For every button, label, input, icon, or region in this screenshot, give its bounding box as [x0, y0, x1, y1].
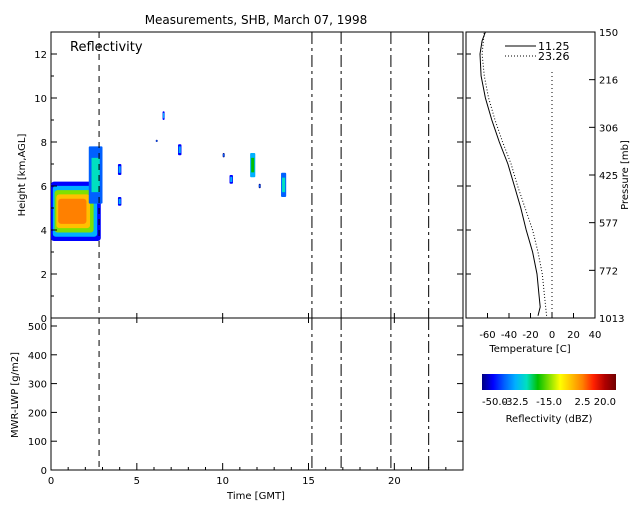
- colorbar-label: Reflectivity (dBZ): [506, 414, 593, 425]
- colorbar-tick-label: 20.0: [594, 397, 616, 408]
- reflectivity-y-axis-label: Height [km,AGL]: [17, 134, 28, 217]
- reflectivity-echo-center: [251, 157, 255, 173]
- lwp-tick-label: 0: [41, 466, 47, 477]
- reflectivity-echo-center: [118, 198, 121, 205]
- reflectivity-echo-center: [178, 146, 181, 153]
- reflectivity-echo-core: [58, 198, 87, 224]
- reflectivity-echo-center: [91, 157, 100, 193]
- reflectivity-echo-center: [118, 166, 121, 173]
- reflectivity-echo-center: [223, 153, 225, 157]
- height-tick-label: 2: [41, 270, 47, 281]
- reflectivity-panel: Reflectivity 0 2 4 6 8 10 12 Height [km,AGL]: [17, 31, 464, 325]
- time-tick-label: 0: [48, 476, 54, 487]
- chart-title: Measurements, SHB, March 07, 1998: [145, 13, 368, 27]
- colorbar-tick-label: 2.5: [575, 397, 591, 408]
- temperature-x-ticks: -60 -40 -20 0 20 40: [479, 313, 601, 341]
- height-tick-label: 4: [41, 226, 47, 237]
- reflectivity-echo-center: [162, 112, 165, 119]
- height-tick-label: 10: [34, 94, 47, 105]
- temperature-plot-frame: [465, 31, 596, 319]
- pressure-tick-label: 306: [599, 123, 618, 134]
- colorbar-ticks: -50.0-32.5 -15.0 2.5 20.0: [482, 397, 616, 408]
- height-tick-label: 8: [41, 138, 47, 149]
- time-tick-label: 5: [134, 476, 140, 487]
- height-tick-label: 12: [34, 50, 47, 61]
- reflectivity-echoes: [51, 111, 287, 241]
- temperature-profile-line: [481, 31, 548, 316]
- lwp-tick-label: 300: [28, 380, 47, 391]
- lwp-tick-label: 200: [28, 408, 47, 419]
- time-tick-label: 10: [216, 476, 229, 487]
- time-x-axis-label: Time [GMT]: [226, 491, 285, 502]
- colorbar-tick-label: -15.0: [536, 397, 562, 408]
- lwp-y-ticks: 0 100 200 300 400 500: [28, 322, 463, 477]
- temperature-tick-label: -60: [479, 330, 495, 341]
- pressure-tick-label: 772: [599, 266, 618, 277]
- time-x-ticks: 0 5 10 15 20: [48, 313, 447, 487]
- temperature-profile-line: [479, 31, 541, 316]
- lwp-tick-label: 100: [28, 437, 47, 448]
- temperature-tick-label: 40: [589, 330, 602, 341]
- temperature-tick-label: -40: [501, 330, 517, 341]
- reflectivity-echo-center: [230, 176, 233, 183]
- legend-label: 11.25: [538, 40, 570, 53]
- time-tick-label: 20: [388, 476, 401, 487]
- reflectivity-time-markers: [98, 32, 430, 318]
- lwp-time-markers: [98, 318, 430, 470]
- reflectivity-echo-center: [156, 140, 158, 142]
- pressure-tick-label: 577: [599, 219, 618, 230]
- lwp-y-axis-label: MWR-LWP [g/m2]: [10, 352, 21, 438]
- reflectivity-echo-center: [259, 184, 261, 188]
- pressure-tick-label: 216: [599, 76, 618, 87]
- reflectivity-echo-center: [282, 177, 286, 193]
- temperature-tick-label: 0: [549, 330, 555, 341]
- pressure-ticks: 150 216 306 425 577 772 1013: [466, 28, 624, 325]
- lwp-panel: 0 100 200 300 400 500 0 5 10 15 20 MWR-LWP [g/m2]…: [10, 313, 464, 502]
- temperature-series: [479, 31, 553, 318]
- temperature-tick-label: -20: [522, 330, 538, 341]
- height-tick-label: 6: [41, 182, 47, 193]
- reflectivity-plot-frame: [50, 31, 464, 319]
- time-tick-label: 15: [302, 476, 315, 487]
- reflectivity-inset-label: Reflectivity: [70, 40, 143, 55]
- temperature-x-axis-label: Temperature [C]: [488, 344, 570, 355]
- colorbar-tick-label: -32.5: [503, 397, 529, 408]
- colorbar-tick-label: -50.0: [482, 397, 508, 408]
- lwp-tick-label: 400: [28, 351, 47, 362]
- pressure-tick-label: 150: [599, 28, 618, 39]
- temperature-tick-label: 20: [567, 330, 580, 341]
- height-tick-label: 0: [41, 314, 47, 325]
- colorbar-gradient: [482, 374, 616, 390]
- pressure-tick-label: 425: [599, 171, 618, 182]
- pressure-tick-label: 1013: [599, 314, 624, 325]
- pressure-axis-label: Pressure [mb]: [620, 140, 631, 210]
- lwp-plot-frame: [50, 317, 464, 471]
- temperature-profile-panel: -60 -40 -20 0 20 40 150 216 306 425 577 772 1013 11…: [465, 28, 631, 355]
- legend-label: 23.26: [538, 50, 570, 63]
- lwp-tick-label: 500: [28, 322, 47, 333]
- reflectivity-colorbar: -50.0-32.5 -15.0 2.5 20.0 Reflectivity (dBZ…: [482, 374, 616, 425]
